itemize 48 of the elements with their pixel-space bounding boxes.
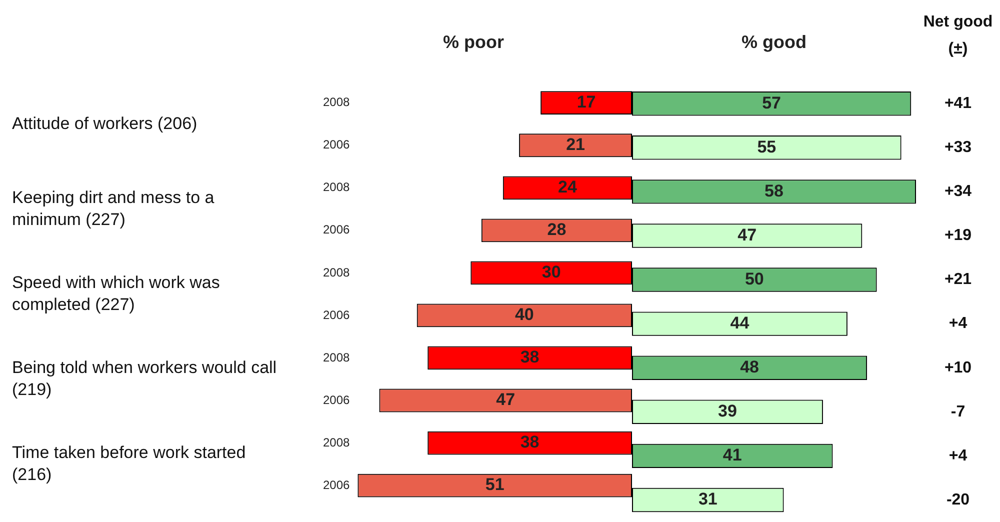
data-label: 55: [757, 137, 776, 156]
y-tick-label: 2006: [322, 478, 350, 492]
text: +34: [944, 183, 972, 200]
text: Net good (±): [923, 13, 993, 58]
data-label: 47: [738, 225, 757, 244]
y-tick-label: 2008: [322, 95, 350, 110]
data-label: 58: [764, 181, 784, 200]
text: +19: [944, 227, 972, 244]
data-label: 48: [740, 358, 759, 377]
data-label: 30: [542, 262, 561, 282]
chart-title: % poor: [443, 32, 504, 52]
text: Attitude of workers (206): [12, 114, 198, 133]
text: +10: [944, 359, 972, 376]
text: Being told when workers would call (219): [12, 358, 277, 399]
text: +33: [944, 139, 972, 156]
text: -20: [946, 491, 970, 508]
data-label: 38: [520, 432, 540, 452]
text: +21: [944, 271, 972, 288]
data-label: 39: [718, 402, 737, 421]
data-label: 24: [558, 178, 578, 197]
data-label: 51: [485, 475, 504, 494]
data-label: 40: [514, 305, 534, 324]
text: +41: [944, 95, 972, 112]
y-tick-label: 2006: [322, 308, 350, 322]
text: +4: [948, 315, 968, 332]
data-label: 47: [496, 390, 516, 410]
y-tick-label: 2008: [322, 265, 350, 280]
text: +4: [948, 447, 968, 464]
y-tick-label: 2006: [322, 138, 350, 152]
chart-title: % good: [742, 32, 806, 52]
data-label: 38: [520, 348, 540, 367]
text: Time taken before work started (216): [12, 442, 246, 484]
data-label: 41: [722, 446, 742, 465]
data-label: 17: [576, 92, 596, 112]
y-tick-label: 2008: [322, 435, 350, 450]
data-label: 21: [566, 135, 585, 154]
data-label: 31: [698, 490, 718, 509]
data-label: 50: [744, 269, 764, 288]
y-tick-label: 2006: [322, 222, 350, 237]
text: -7: [950, 403, 966, 420]
data-label: 57: [762, 93, 782, 112]
data-label: 44: [730, 314, 750, 333]
y-tick-label: 2008: [322, 180, 350, 194]
y-tick-label: 2006: [322, 392, 350, 407]
data-label: 28: [547, 220, 566, 240]
y-tick-label: 2008: [322, 350, 350, 364]
text: Keeping dirt and mess to a minimum (227): [12, 188, 215, 229]
text: Speed with which work was completed (227): [12, 272, 220, 314]
